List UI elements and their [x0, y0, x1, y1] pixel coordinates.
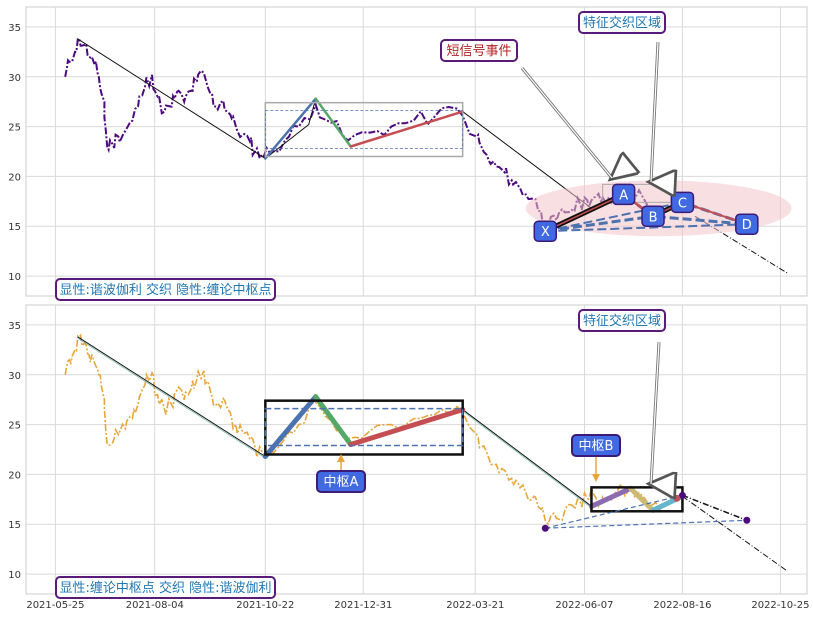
projection-line [694, 215, 788, 274]
y-tick-label: 30 [8, 371, 21, 382]
point-badge [533, 220, 558, 242]
feature-zone-label-bottom: 特征交织区域 [583, 313, 661, 329]
y-tick-label: 15 [8, 222, 21, 233]
y-tick-label: 10 [8, 570, 21, 581]
short-signal-label-box [440, 39, 518, 62]
point-label-c: C [670, 191, 695, 214]
wave-segment [589, 485, 634, 509]
point-badge [641, 205, 665, 228]
harmonic-base [545, 223, 747, 233]
y-tick-label: 25 [8, 421, 21, 432]
x-tick-label: 2022-10-25 [751, 600, 809, 611]
point-label-a: A [611, 183, 636, 206]
pivot-b-label-box [571, 434, 621, 457]
arrow-feature-zone-top-inner [650, 41, 659, 183]
point-letter: B [649, 210, 658, 225]
pivot-inner [264, 110, 464, 149]
x-tick-label: 2021-08-04 [126, 600, 184, 611]
point-letter: A [619, 188, 628, 203]
pivot-a-arrowhead [337, 454, 345, 462]
pivot-b-label: 中枢B [579, 439, 614, 454]
pivot-b-box [590, 486, 684, 513]
wave-segment [264, 97, 317, 160]
feature-zone-label-bottom-box [578, 309, 666, 332]
x-tick-label: 2021-05-25 [26, 600, 84, 611]
harmonic-point [541, 524, 549, 532]
pivot-a-label: 中枢A [324, 475, 359, 490]
y-tick-label: 20 [8, 172, 21, 183]
y-tick-label: 35 [8, 321, 21, 332]
projection-line [682, 495, 788, 572]
point-letter: C [678, 196, 687, 211]
feature-zone-label-top-box [578, 11, 666, 34]
harmonic-point [678, 491, 686, 499]
pivot-a-inner [264, 407, 464, 447]
caption-bottom: 显性:缠论中枢点 交织 隐性:谐波伽利 [59, 580, 271, 596]
hidden-harmonic-2 [545, 519, 747, 529]
short-signal-label: 短信号事件 [446, 44, 511, 59]
caption-top-box [55, 278, 276, 301]
x-tick-label: 2022-06-07 [555, 600, 613, 611]
point-letter: X [541, 225, 550, 240]
plot-frame [25, 6, 808, 297]
hidden-harmonic-3 [682, 494, 748, 521]
feature-zone-label-top: 特征交织区域 [583, 15, 661, 31]
y-tick-label: 15 [8, 520, 21, 531]
x-tick-label: 2021-12-31 [334, 600, 392, 611]
wave-segment [262, 394, 319, 459]
wave-segment [628, 485, 656, 513]
caption-bottom-box [55, 576, 276, 599]
x-tick-label: 2021-10-22 [236, 600, 294, 611]
harmonic-leg-xa-inner [544, 193, 624, 232]
x-axis: 2021-05-25 2021-08-04 2021-10-22 2021-12-31… [26, 600, 809, 611]
harmonic-point [743, 516, 751, 524]
y-tick-label: 10 [8, 272, 21, 283]
wave-segment [348, 407, 466, 447]
point-badge [670, 191, 695, 214]
pivot-point [673, 494, 681, 502]
point-label-b: B [641, 205, 665, 228]
y-tick-label: 20 [8, 470, 21, 481]
point-label-x: X [533, 220, 558, 242]
pivot-a-label-box [316, 470, 366, 493]
y-tick-label: 35 [8, 23, 21, 34]
x-tick-label: 2022-08-16 [653, 600, 711, 611]
point-badge [735, 213, 759, 235]
point-badge [611, 183, 636, 206]
y-tick-label: 30 [8, 73, 21, 84]
wave-segment [314, 97, 352, 148]
wave-segment [349, 110, 464, 148]
wave-segment [313, 394, 354, 447]
point-label-d: D [735, 213, 759, 235]
arrow-feature-zone-bottom-inner [650, 341, 660, 485]
plot-frame [25, 304, 808, 595]
point-letter: D [742, 218, 752, 233]
x-tick-label: 2022-03-21 [446, 600, 504, 611]
pivot-b-arrowhead [592, 474, 600, 482]
arrow-short-signal-inner [521, 67, 613, 179]
y-tick-label: 25 [8, 123, 21, 134]
harmonic-diag [545, 201, 683, 233]
caption-top: 显性:谐波伽利 交织 隐性:缠论中枢点 [59, 282, 271, 298]
